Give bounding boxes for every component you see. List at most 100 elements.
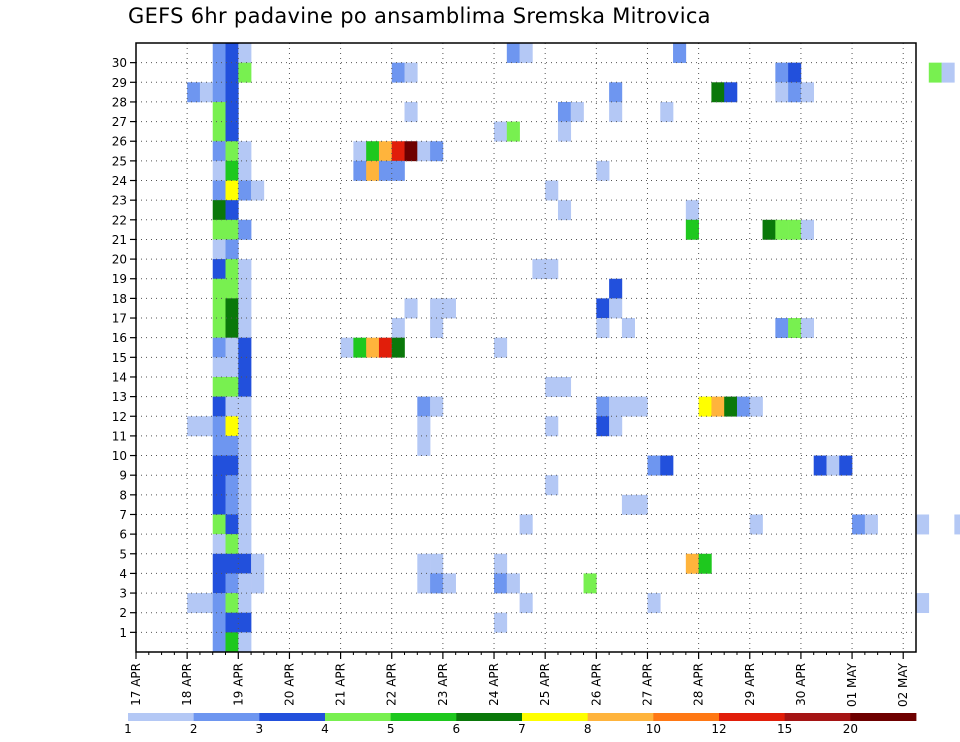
heatmap-cell xyxy=(238,593,252,614)
heatmap-cell xyxy=(212,612,226,633)
heatmap-cell xyxy=(378,141,393,162)
heatmap-cell xyxy=(430,573,444,594)
x-tick-label: 20 APR xyxy=(282,663,296,706)
plot-frame xyxy=(135,42,917,653)
heatmap-cell xyxy=(609,416,623,437)
heatmap-cell xyxy=(391,141,405,162)
heatmap-cell xyxy=(417,573,431,594)
heatmap-cell xyxy=(238,141,252,162)
heatmap-cell xyxy=(212,514,226,535)
heatmap-cell xyxy=(238,573,252,594)
heatmap-cell xyxy=(621,396,635,417)
heatmap-cell xyxy=(928,62,942,83)
heatmap-cell xyxy=(340,337,354,358)
heatmap-cell xyxy=(238,612,252,633)
heatmap-cell xyxy=(557,121,572,142)
x-tick-label: 18 APR xyxy=(180,663,194,706)
colorbar-label: 2 xyxy=(190,722,198,736)
x-tick-label: 19 APR xyxy=(231,663,245,706)
heatmap-cell xyxy=(238,455,252,476)
x-tick-label: 22 APR xyxy=(385,663,399,706)
heatmap-cell xyxy=(596,318,610,338)
colorbar-swatch xyxy=(456,713,523,721)
heatmap-cell xyxy=(583,573,597,594)
heatmap-cell xyxy=(225,278,239,299)
heatmap-cell xyxy=(519,43,533,63)
y-tick-label: 27 xyxy=(112,115,127,129)
heatmap-cell xyxy=(187,593,201,614)
y-tick-label: 21 xyxy=(112,233,127,247)
colorbar: 1 2 3 4 5 6 7 8 10 12 15 20 xyxy=(124,713,917,736)
y-tick-label: 20 xyxy=(112,253,127,267)
y-tick-label: 1 xyxy=(119,626,127,640)
y-tick-label: 5 xyxy=(119,547,127,561)
heatmap-cell xyxy=(225,632,239,653)
colorbar-swatch xyxy=(850,713,917,721)
heatmap-cell xyxy=(225,376,239,397)
heatmap-cell xyxy=(212,141,226,162)
heatmap-cell xyxy=(238,475,252,496)
heatmap-cell xyxy=(826,455,840,476)
x-tick-label: 24 APR xyxy=(487,663,501,706)
y-tick-label: 18 xyxy=(112,292,127,306)
heatmap-cell xyxy=(430,396,444,417)
heatmap-cell xyxy=(225,573,239,594)
heatmap-cell xyxy=(212,200,226,221)
heatmap-cell xyxy=(353,141,367,162)
heatmap-cell xyxy=(494,612,508,633)
heatmap-cell xyxy=(391,318,405,338)
y-tick-label: 2 xyxy=(119,606,127,620)
colorbar-swatch xyxy=(522,713,589,721)
grid-lines xyxy=(136,43,916,652)
heatmap-cell xyxy=(506,573,520,594)
heatmap-cell xyxy=(225,416,239,437)
heatmap-cell xyxy=(212,357,226,378)
heatmap-cell xyxy=(609,101,623,122)
heatmap-cell xyxy=(647,455,661,476)
heatmap-cell xyxy=(864,514,878,535)
heatmap-cell xyxy=(941,62,955,83)
heatmap-cell xyxy=(647,593,661,614)
x-tick-label: 02 MAY xyxy=(896,662,910,707)
heatmap-cell xyxy=(212,82,226,103)
heatmap-cell xyxy=(954,514,960,535)
heatmap-cell xyxy=(442,573,456,594)
heatmap-cell xyxy=(225,534,239,555)
heatmap-cell xyxy=(430,318,444,338)
heatmap-cell xyxy=(634,494,648,515)
heatmap-cell xyxy=(494,121,508,142)
heatmap-cell xyxy=(404,298,418,319)
heatmap-cell xyxy=(225,593,239,614)
heatmap-cell xyxy=(238,62,252,83)
y-tick-label: 22 xyxy=(112,213,127,227)
heatmap-cell xyxy=(212,494,226,515)
heatmap-cell xyxy=(404,141,418,162)
heatmap-cell xyxy=(238,632,252,653)
heatmap-cell xyxy=(391,62,405,83)
heatmap-cell xyxy=(609,278,623,299)
heatmap-cell xyxy=(596,160,610,181)
y-tick-label: 26 xyxy=(112,135,127,149)
heatmap-cell xyxy=(212,455,226,476)
heatmap-cell xyxy=(775,62,789,83)
colorbar-label: 5 xyxy=(387,722,395,736)
heatmap-cell xyxy=(238,259,252,280)
heatmap-cell xyxy=(698,396,712,417)
heatmap-cell xyxy=(251,573,265,594)
heatmap-cell xyxy=(800,318,815,338)
heatmap-cell xyxy=(621,494,635,515)
heatmap-cell xyxy=(494,553,508,574)
colorbar-swatch xyxy=(719,713,786,721)
y-tick-label: 30 xyxy=(112,56,127,70)
heatmap-cell xyxy=(238,376,252,397)
y-tick-label: 11 xyxy=(112,429,127,443)
y-tick-label: 3 xyxy=(119,587,127,601)
heatmap-cell xyxy=(225,514,239,535)
heatmap-cell xyxy=(621,318,635,338)
x-tick-label: 26 APR xyxy=(589,663,603,706)
x-tick-label: 27 APR xyxy=(640,663,654,706)
heatmap-cell xyxy=(353,160,367,181)
heatmap-cell xyxy=(596,416,610,437)
heatmap-cell xyxy=(430,553,444,574)
heatmap-cell xyxy=(557,200,572,221)
